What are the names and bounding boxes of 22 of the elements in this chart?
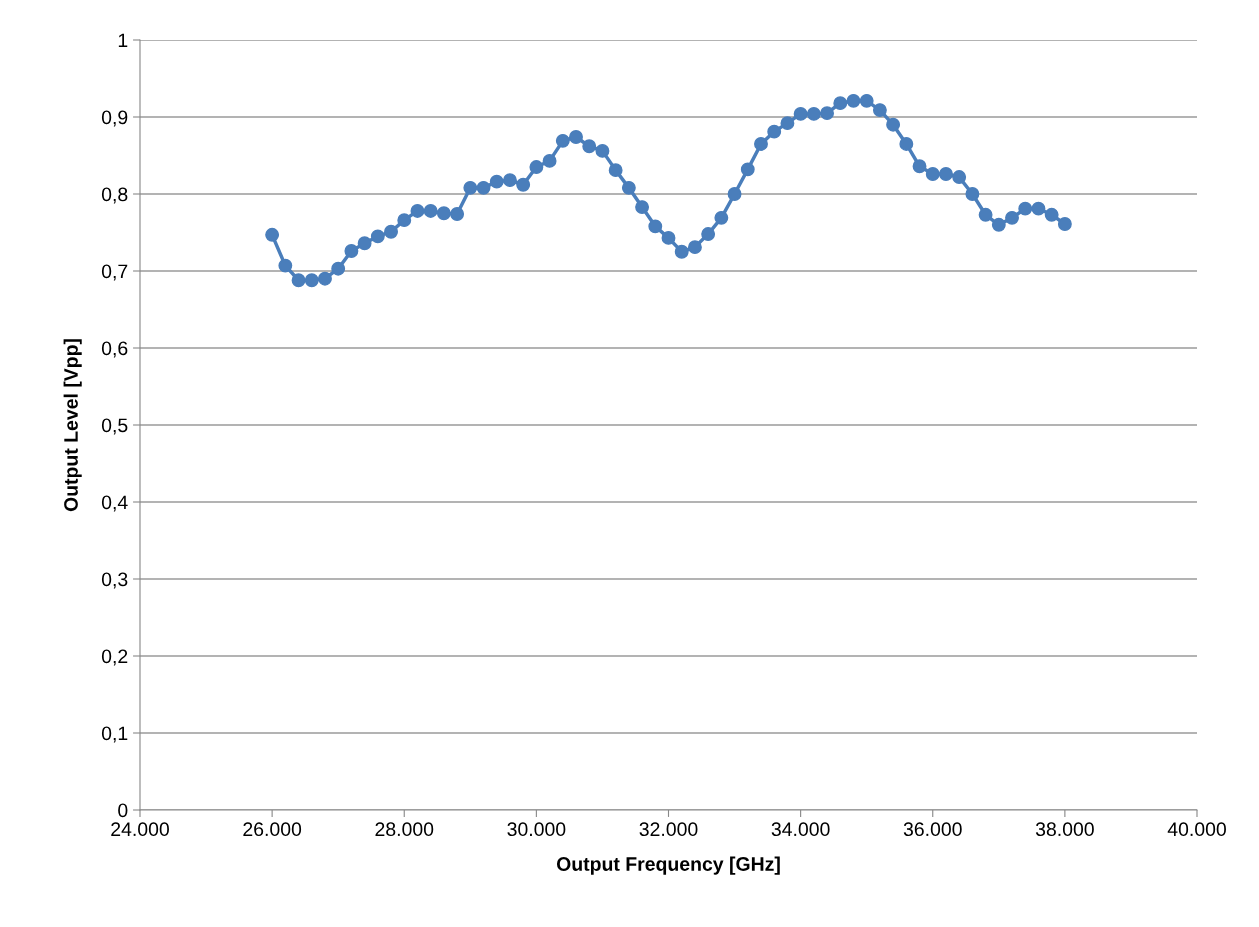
y-tick-label: 0,5 bbox=[101, 418, 128, 435]
x-tick-label: 24.000 bbox=[111, 822, 169, 837]
y-tick-label: 0,4 bbox=[101, 495, 128, 512]
y-tick-label: 0,6 bbox=[101, 341, 128, 358]
x-tick-label: 36.000 bbox=[903, 822, 962, 837]
y-tick-label: 0,2 bbox=[101, 649, 128, 666]
x-tick-label: 32.000 bbox=[639, 822, 698, 837]
y-tick-label: 0,1 bbox=[101, 726, 128, 743]
x-axis-title: Output Frequency [GHz] bbox=[556, 856, 780, 875]
x-tick-label: 28.000 bbox=[375, 822, 434, 837]
x-tick-label: 34.000 bbox=[771, 822, 830, 837]
y-axis-title: Output Level [Vpp] bbox=[63, 339, 82, 512]
y-tick-label: 0,7 bbox=[101, 264, 128, 281]
x-tick-label: 38.000 bbox=[1035, 822, 1094, 837]
x-tick-label: 30.000 bbox=[507, 822, 566, 837]
y-tick-label: 0,8 bbox=[101, 187, 128, 204]
y-tick-label: 0 bbox=[118, 803, 128, 818]
y-tick-label: 0,3 bbox=[101, 572, 128, 589]
x-tick-label: 40.000 bbox=[1167, 822, 1226, 837]
y-tick-label: 0,9 bbox=[101, 110, 128, 127]
x-tick-label: 26.000 bbox=[243, 822, 302, 837]
y-tick-label: 1 bbox=[118, 33, 128, 48]
